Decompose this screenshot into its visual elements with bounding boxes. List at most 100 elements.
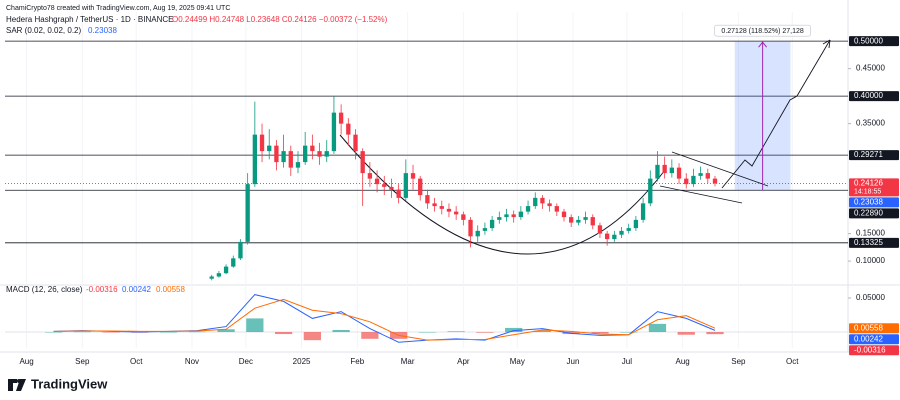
macd-hist-value: -0.00316 bbox=[86, 285, 118, 294]
x-tick-label: Jun bbox=[567, 357, 580, 366]
macd-axis-label-bg bbox=[849, 345, 899, 356]
projection-arrow bbox=[822, 39, 831, 49]
candle bbox=[274, 140, 279, 171]
attribution: ChamiCrypto78 created with TradingView.c… bbox=[6, 5, 230, 12]
macd-histogram-bar bbox=[274, 332, 293, 335]
x-tick-label: Nov bbox=[185, 357, 199, 366]
candle bbox=[691, 168, 696, 187]
x-tick-label: Jul bbox=[622, 357, 632, 366]
candle bbox=[676, 163, 682, 185]
x-tick-label: May bbox=[510, 357, 525, 366]
candle-body bbox=[281, 151, 286, 163]
macd-axis-label: -0.00316 bbox=[854, 345, 886, 354]
candle-body bbox=[231, 258, 236, 267]
candle bbox=[303, 131, 308, 165]
candle bbox=[410, 164, 416, 190]
macd-histogram-bar bbox=[73, 331, 91, 333]
candle-body bbox=[454, 211, 459, 215]
candle bbox=[662, 156, 667, 179]
macd-histogram-bar bbox=[447, 331, 465, 333]
candle bbox=[504, 208, 509, 222]
macd-axis-label: 0.00242 bbox=[854, 334, 883, 343]
candle-body bbox=[303, 145, 308, 163]
level-label-bg bbox=[849, 150, 899, 161]
candle-body bbox=[209, 276, 214, 279]
candle-body bbox=[497, 217, 502, 220]
macd-histogram-bar bbox=[102, 332, 120, 333]
candle bbox=[712, 175, 718, 187]
sar-label-bg bbox=[849, 197, 899, 208]
candle bbox=[619, 227, 624, 239]
candle bbox=[382, 175, 387, 196]
candle-body bbox=[360, 151, 365, 174]
candle bbox=[698, 166, 703, 180]
level-label: 0.22890 bbox=[854, 209, 883, 218]
main-layer: Aug Sep Oct Nov Dec 2025 Feb Mar Apr May Jun Jul Aug… bbox=[19, 24, 899, 366]
candle bbox=[684, 173, 689, 189]
macd-histogram-bar bbox=[332, 329, 350, 333]
candle bbox=[324, 140, 329, 163]
candle-body bbox=[382, 184, 387, 187]
macd-histogram-bar bbox=[533, 330, 552, 333]
candle bbox=[633, 216, 639, 231]
candle-body bbox=[338, 112, 344, 124]
candle bbox=[612, 230, 617, 242]
macd-axis-label-bg bbox=[849, 334, 899, 345]
candle-body bbox=[216, 273, 222, 277]
candle-body bbox=[648, 178, 653, 204]
candle bbox=[626, 223, 631, 234]
candle-body bbox=[540, 197, 545, 204]
candle-body bbox=[691, 175, 696, 185]
candle bbox=[640, 197, 646, 223]
candle-body bbox=[267, 145, 272, 152]
candle-body bbox=[547, 203, 552, 207]
macd-value: 0.00242 bbox=[122, 285, 151, 294]
level-label: 0.13325 bbox=[854, 238, 883, 247]
signal-value: 0.00558 bbox=[156, 285, 185, 294]
level-label-bg bbox=[849, 91, 899, 102]
candle-body bbox=[489, 219, 495, 229]
candle bbox=[281, 134, 286, 168]
candle bbox=[338, 104, 344, 135]
measure-label-bg bbox=[714, 24, 811, 37]
candle bbox=[583, 211, 588, 224]
candle-body bbox=[676, 167, 682, 179]
macd-histogram-bar bbox=[476, 332, 494, 333]
y-tick-label: 0.10000 bbox=[856, 256, 885, 265]
macd-histogram-bar bbox=[44, 332, 63, 333]
candle-body bbox=[604, 233, 610, 240]
candle bbox=[446, 203, 452, 218]
candle-body bbox=[295, 162, 301, 168]
candle-body bbox=[662, 164, 667, 174]
candle bbox=[705, 168, 710, 184]
candle-body bbox=[245, 184, 250, 242]
candle bbox=[468, 217, 473, 248]
x-tick-label: Feb bbox=[350, 357, 364, 366]
candle bbox=[252, 101, 258, 187]
x-tick-label: Aug bbox=[676, 357, 690, 366]
level-label-bg bbox=[849, 237, 899, 248]
candle-body bbox=[310, 145, 315, 152]
candle bbox=[389, 178, 394, 198]
candle bbox=[425, 189, 430, 209]
candle-body bbox=[655, 164, 660, 179]
macd-axis-label-bg bbox=[849, 323, 899, 334]
candle-body bbox=[389, 186, 394, 190]
macd-histogram-bar bbox=[361, 332, 379, 339]
candle-body bbox=[468, 219, 473, 237]
macd-histogram-bar bbox=[648, 323, 667, 333]
candle bbox=[533, 192, 538, 209]
candle-body bbox=[425, 195, 430, 204]
candle bbox=[547, 199, 552, 212]
level-label: 0.50000 bbox=[854, 36, 883, 45]
macd-histogram-bar bbox=[159, 332, 178, 333]
measure-arrowhead bbox=[758, 41, 768, 48]
ohlc-legend: O0.24499 H0.24748 L0.23648 C0.24126 −0.0… bbox=[172, 15, 388, 24]
candle-body bbox=[446, 208, 452, 212]
macd-histogram-bar bbox=[217, 329, 235, 333]
brand: TradingView bbox=[31, 376, 108, 391]
countdown-label: 14:18:55 bbox=[854, 188, 881, 195]
candle-body bbox=[504, 214, 509, 218]
